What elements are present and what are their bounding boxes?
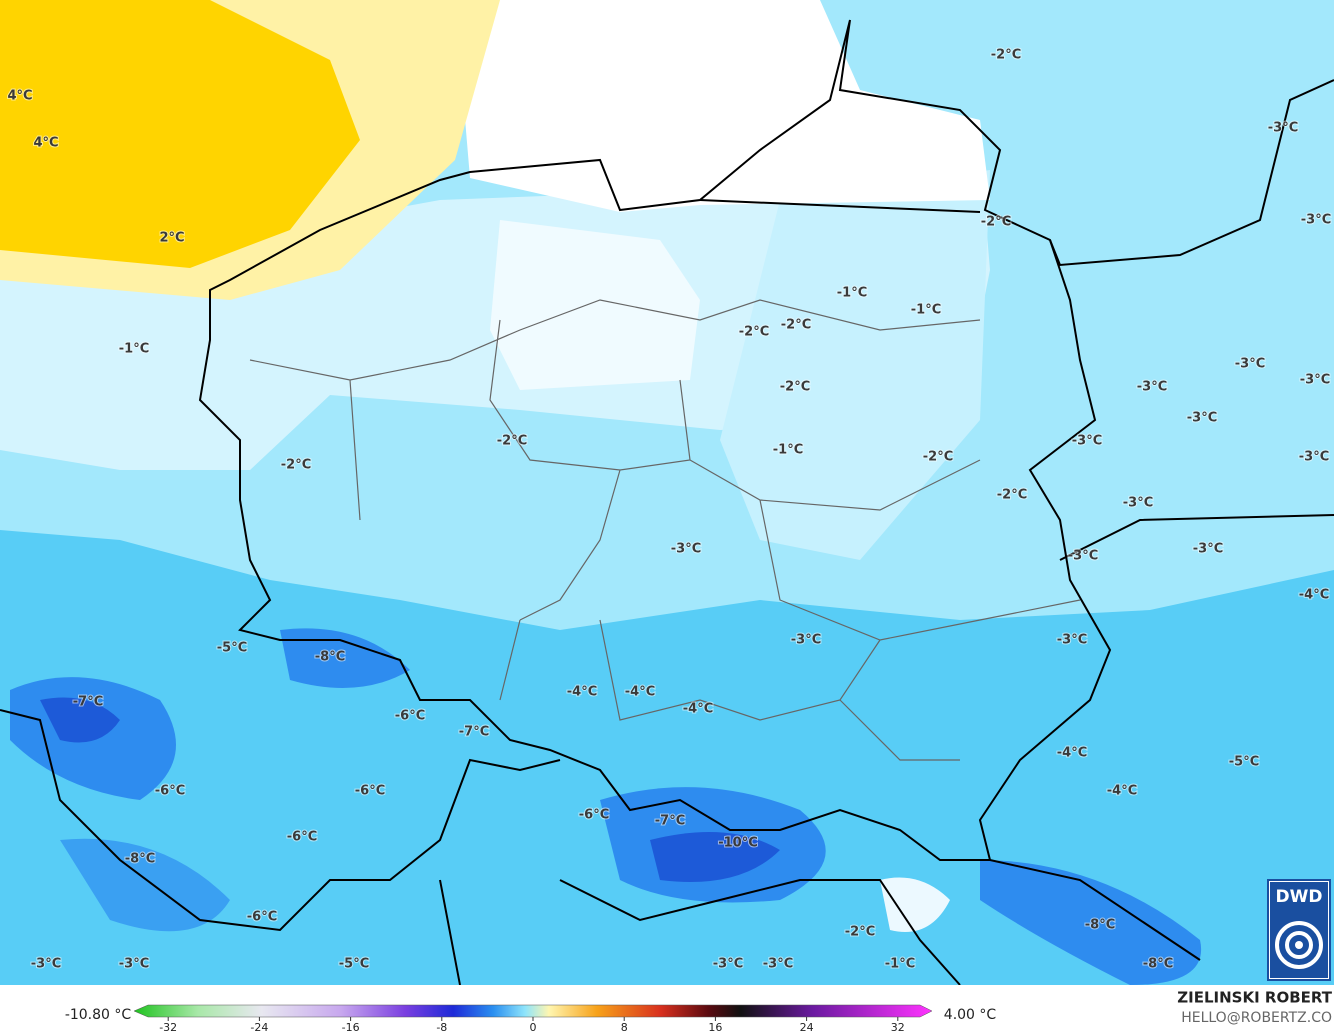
map-fill <box>0 0 1334 985</box>
author: ZIELINSKI ROBERT <box>1177 989 1332 1007</box>
temperature-label: -2°C <box>281 458 311 473</box>
temperature-label: -7°C <box>655 814 685 829</box>
temperature-label: -2°C <box>497 434 527 449</box>
colorbar-tick-label: -24 <box>250 1021 268 1034</box>
borders <box>0 19 1334 986</box>
temperature-label: -2°C <box>991 48 1021 63</box>
temperature-label: -1°C <box>885 957 915 972</box>
email: HELLO@ROBERTZ.CO <box>1181 1010 1332 1026</box>
temperature-label: -7°C <box>73 695 103 710</box>
temperature-label: -5°C <box>1229 755 1259 770</box>
temperature-label: -6°C <box>155 784 185 799</box>
colorbar-tick-label: -32 <box>159 1021 177 1034</box>
temperature-label: -3°C <box>1300 373 1330 388</box>
temperature-label: -6°C <box>579 808 609 823</box>
temperature-label: -3°C <box>763 957 793 972</box>
temperature-label: -4°C <box>1057 746 1087 761</box>
temperature-label: -5°C <box>217 641 247 656</box>
temperature-label: -3°C <box>1299 450 1329 465</box>
temperature-label: -10°C <box>718 836 758 851</box>
temperature-label: -2°C <box>997 488 1027 503</box>
temperature-label: -6°C <box>247 910 277 925</box>
colorbar-tick-label: -8 <box>436 1021 447 1034</box>
temperature-label: -3°C <box>1137 380 1167 395</box>
temperature-label: -2°C <box>981 215 1011 230</box>
temperature-label: -3°C <box>791 633 821 648</box>
temperature-label: -3°C <box>1187 411 1217 426</box>
temperature-label: -3°C <box>1268 121 1298 136</box>
colorbar-ticks: -32 -24 -16 -8 0 8 16 24 32 <box>159 1017 905 1034</box>
temperature-label: -1°C <box>911 303 941 318</box>
colorbar-tick-label: 0 <box>530 1021 537 1034</box>
temperature-label: -2°C <box>739 325 769 340</box>
logo-text: DWD <box>1276 887 1323 907</box>
temperature-label: -3°C <box>671 542 701 557</box>
temperature-label: -3°C <box>1193 542 1223 557</box>
temperature-label: -2°C <box>780 380 810 395</box>
temperature-label: -8°C <box>315 650 345 665</box>
colorbar-tick-label: 8 <box>621 1021 628 1034</box>
temperature-label: -5°C <box>339 957 369 972</box>
temperature-label: -4°C <box>567 685 597 700</box>
colorbar-tick-label: 32 <box>891 1021 905 1034</box>
legend-min-label: -10.80 °C <box>65 1007 132 1023</box>
legend-max-label: 4.00 °C <box>944 1007 997 1023</box>
colorbar <box>133 1004 933 1018</box>
temperature-label: -4°C <box>625 685 655 700</box>
temperature-label: -3°C <box>1123 496 1153 511</box>
temperature-label: -4°C <box>1299 588 1329 603</box>
temperature-label: -2°C <box>781 318 811 333</box>
temperature-label: -4°C <box>1107 784 1137 799</box>
temperature-label: -3°C <box>1057 633 1087 648</box>
colorbar-tick-label: -16 <box>342 1021 360 1034</box>
temperature-label: -1°C <box>119 342 149 357</box>
temperature-labels: -2°C -3°C 4°C 4°C 2°C -2°C -3°C -1°C -1°C -2°C -2°… <box>6 47 1332 973</box>
temperature-label: 2°C <box>159 231 184 246</box>
temperature-label: -2°C <box>845 925 875 940</box>
temperature-label: -6°C <box>355 784 385 799</box>
colorbar-tick-label: 24 <box>800 1021 814 1034</box>
dwd-logo: DWD <box>1267 879 1331 981</box>
temperature-label: -1°C <box>837 286 867 301</box>
temperature-label: -3°C <box>31 957 61 972</box>
temperature-label: -3°C <box>1072 434 1102 449</box>
footer: -10.80 °C 4.00 °C -32 -24 -16 -8 0 8 16 24 32 ZI… <box>0 985 1334 1035</box>
temperature-label: -7°C <box>459 725 489 740</box>
temperature-label: -6°C <box>395 709 425 724</box>
temperature-label: -3°C <box>1301 213 1331 228</box>
temperature-label: -3°C <box>713 957 743 972</box>
temperature-label: -4°C <box>683 702 713 717</box>
temperature-label: -6°C <box>287 830 317 845</box>
temperature-label: 4°C <box>7 89 32 104</box>
temperature-label: -3°C <box>1235 357 1265 372</box>
colorbar-tick-label: 16 <box>708 1021 722 1034</box>
temperature-label: -3°C <box>119 957 149 972</box>
temperature-label: -2°C <box>923 450 953 465</box>
temperature-label: 4°C <box>33 136 58 151</box>
temperature-label: -8°C <box>125 852 155 867</box>
temperature-label: -3°C <box>1068 549 1098 564</box>
temperature-label: -1°C <box>773 443 803 458</box>
temperature-label: -8°C <box>1085 918 1115 933</box>
temperature-label: -8°C <box>1143 957 1173 972</box>
